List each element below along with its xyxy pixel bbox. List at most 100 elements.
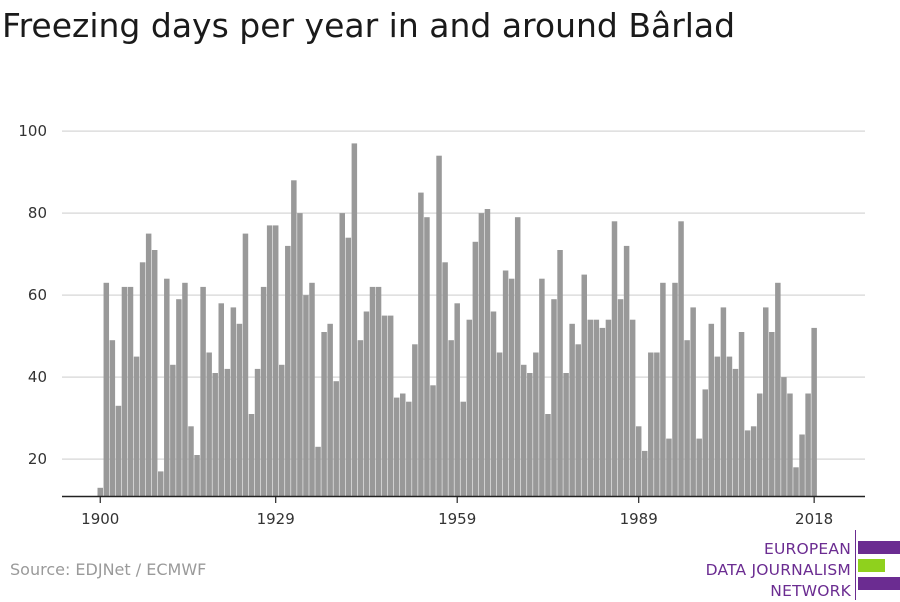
bar-1915 — [188, 426, 194, 496]
bar-2005 — [732, 368, 739, 496]
bar-chart: 20 40 60 80 100 1900 1929 1959 1989 2018 — [18, 122, 865, 528]
x-tick-label: 2018 — [795, 510, 833, 528]
y-tick-label: 40 — [28, 368, 47, 386]
bar-1932 — [291, 180, 297, 497]
bar-1921 — [224, 368, 231, 496]
bar-1997 — [684, 340, 690, 496]
bar-1954 — [424, 217, 430, 496]
bar-1918 — [206, 352, 212, 496]
bar-1971 — [527, 373, 533, 496]
bar-1979 — [575, 344, 581, 496]
bar-1977 — [563, 373, 569, 496]
bar-1951 — [406, 401, 412, 496]
logo-bar-purple-top — [858, 541, 900, 554]
bar-1955 — [430, 385, 436, 496]
bar-1970 — [521, 364, 527, 496]
bar-1957 — [442, 262, 448, 496]
y-tick-label: 100 — [18, 122, 47, 140]
bar-1924 — [242, 233, 249, 496]
logo-divider — [855, 530, 856, 600]
bar-1946 — [375, 286, 382, 496]
bar-1950 — [400, 393, 406, 496]
bar-1982 — [593, 319, 600, 496]
bar-1999 — [696, 438, 702, 496]
bar-1988 — [629, 319, 636, 496]
bar-2013 — [781, 377, 787, 496]
x-tick-label: 1989 — [620, 510, 658, 528]
bar-2002 — [714, 356, 721, 496]
x-axis-ticks: 1900 1929 1959 1989 2018 — [81, 496, 833, 528]
bar-1964 — [484, 209, 491, 496]
bar-1922 — [230, 307, 237, 496]
bar-1966 — [496, 352, 503, 496]
bar-1985 — [611, 221, 618, 497]
bar-1968 — [508, 278, 515, 496]
bar-1984 — [605, 319, 612, 496]
x-tick-label: 1929 — [257, 510, 295, 528]
bar-2007 — [744, 430, 751, 496]
bar-1967 — [502, 270, 509, 496]
bar-1958 — [448, 340, 454, 496]
bar-1956 — [436, 155, 442, 496]
bar-1989 — [635, 426, 642, 496]
bar-2014 — [787, 393, 793, 496]
bar-1973 — [539, 278, 545, 496]
bar-1930 — [279, 364, 285, 496]
bar-1986 — [617, 299, 624, 496]
bar-1974 — [545, 414, 551, 496]
bar-1987 — [623, 245, 630, 496]
bar-2003 — [720, 307, 727, 496]
y-tick-label: 60 — [28, 286, 47, 304]
bar-2017 — [805, 393, 811, 496]
bar-2011 — [769, 332, 775, 496]
logo-bar-purple-bottom — [858, 577, 900, 590]
x-tick-label: 1959 — [438, 510, 476, 528]
bar-1994 — [666, 438, 672, 496]
logo-text: EUROPEAN DATA JOURNALISM NETWORK — [706, 539, 851, 602]
bar-2008 — [750, 426, 757, 496]
bar-1993 — [660, 282, 666, 496]
bar-1947 — [381, 315, 388, 496]
bar-1991 — [648, 352, 654, 496]
bar-1963 — [478, 213, 485, 496]
bar-1926 — [254, 368, 261, 496]
bar-1919 — [212, 373, 218, 496]
bar-1944 — [363, 311, 370, 496]
bar-2006 — [738, 332, 745, 496]
bar-1935 — [309, 282, 315, 496]
bar-1923 — [236, 323, 243, 496]
x-tick-label: 1900 — [81, 510, 119, 528]
bar-2015 — [793, 467, 799, 496]
bar-2004 — [726, 356, 733, 496]
bar-2012 — [775, 282, 781, 496]
bar-2018 — [811, 327, 817, 496]
bar-1969 — [514, 217, 521, 496]
bar-1910 — [158, 471, 164, 496]
bar-1983 — [599, 327, 606, 496]
bar-1929 — [272, 225, 279, 496]
bar-1904 — [121, 286, 128, 496]
bar-1902 — [109, 340, 116, 496]
bar-1938 — [327, 323, 333, 496]
bar-1975 — [551, 299, 557, 496]
bar-2010 — [763, 307, 769, 496]
bar-2016 — [799, 434, 805, 496]
bar-1960 — [460, 401, 466, 496]
bar-1908 — [145, 233, 152, 496]
bar-1939 — [333, 381, 339, 496]
bar-1949 — [393, 397, 400, 496]
bar-1925 — [248, 414, 255, 496]
bar-1996 — [678, 221, 684, 497]
bar-1948 — [387, 315, 394, 496]
logo-bar-green — [858, 559, 885, 572]
bar-1903 — [115, 405, 122, 496]
bar-1959 — [454, 303, 460, 496]
bar-1980 — [581, 274, 587, 496]
bar-1942 — [351, 143, 358, 496]
bar-1981 — [587, 319, 594, 496]
y-tick-label: 80 — [28, 204, 47, 222]
bar-1976 — [557, 250, 563, 496]
bar-1905 — [127, 286, 134, 496]
bar-1900 — [97, 487, 103, 496]
bar-1992 — [654, 352, 660, 496]
